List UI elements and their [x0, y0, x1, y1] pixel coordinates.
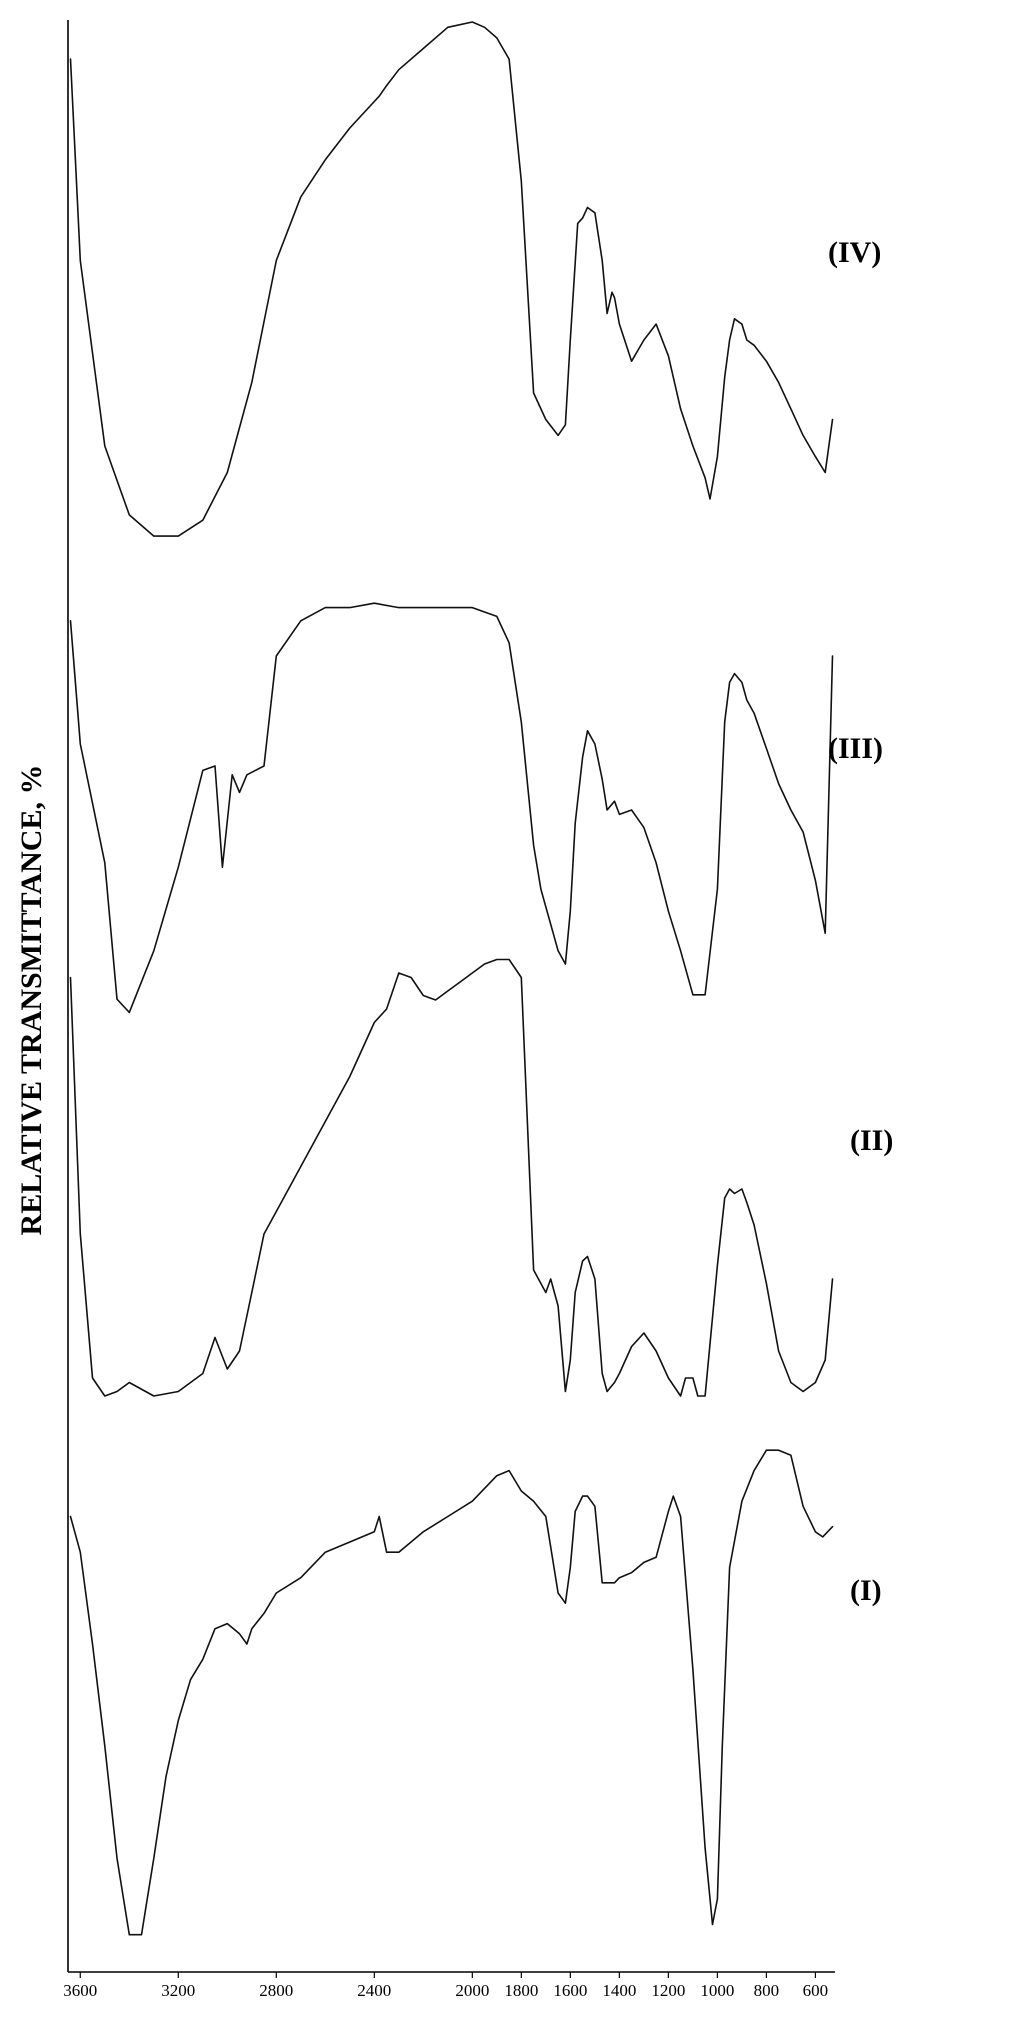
x-tick-label: 1400: [602, 1981, 636, 2000]
x-tick-label: 3200: [161, 1981, 195, 2000]
series-label-3: (II): [850, 1124, 893, 1157]
series-label-4: (I): [850, 1574, 882, 1607]
x-tick-label: 2800: [259, 1981, 293, 2000]
axes: [67, 20, 835, 1973]
series-labels: (IV) (III) (II) (I): [828, 236, 893, 1607]
spectrum-line-1: [69, 21, 834, 537]
x-tick-label: 1600: [553, 1981, 587, 2000]
x-ticks: 3600 3200 2800 2400 2000 1800 1600 1400 1200 1000…: [63, 1972, 828, 2000]
x-tick-label: 2000: [455, 1981, 489, 2000]
x-tick-label: 1800: [504, 1981, 538, 2000]
series-label-1: (IV): [828, 236, 881, 269]
x-tick-label: 2400: [357, 1981, 391, 2000]
x-tick-label: 1000: [700, 1981, 734, 2000]
spectrum-line-2: [69, 602, 834, 1014]
series-label-2: (III): [828, 732, 883, 765]
spectrum-line-3: [69, 958, 834, 1397]
x-tick-label: 600: [803, 1981, 829, 2000]
spectrum-line-4: [69, 1449, 834, 1936]
spectra-series: [69, 21, 834, 1936]
x-tick-label: 800: [754, 1981, 780, 2000]
x-tick-label: 3600: [63, 1981, 97, 2000]
x-tick-label: 1200: [651, 1981, 685, 2000]
y-axis-label: RELATIVE TRANSMITTANCE, %: [15, 765, 48, 1236]
